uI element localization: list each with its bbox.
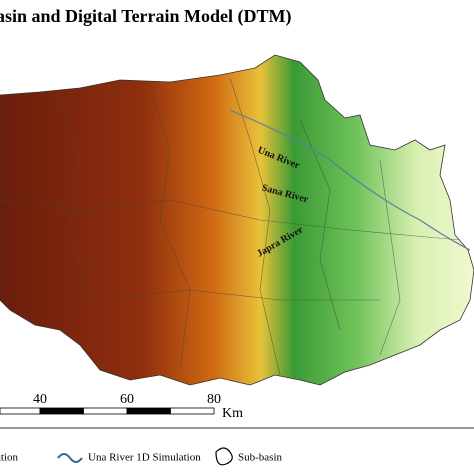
- legend-label: Una River 1D Simulation: [88, 452, 201, 464]
- map-title: asin and Digital Terrain Model (DTM): [0, 6, 292, 27]
- legend-box: [0, 427, 474, 474]
- scale-unit: Km: [222, 406, 243, 421]
- scale-segment: [83, 407, 128, 415]
- scale-segment: [0, 407, 41, 415]
- scale-segment: [170, 407, 215, 415]
- legend-label: ation: [0, 452, 18, 464]
- una-river-line: [229, 109, 471, 251]
- scale-label: 60: [120, 392, 134, 407]
- legend-subbasin-symbol: [215, 447, 233, 466]
- scale-label: 80: [207, 392, 221, 407]
- scale-segment: [39, 407, 84, 415]
- terrain-dem: [0, 54, 474, 386]
- scale-segment: [126, 407, 171, 415]
- legend-label: Sub-basin: [238, 452, 283, 464]
- sub-basin-lines: [0, 77, 461, 376]
- legend-river-symbol: [57, 453, 83, 463]
- scale-label: 40: [33, 392, 47, 407]
